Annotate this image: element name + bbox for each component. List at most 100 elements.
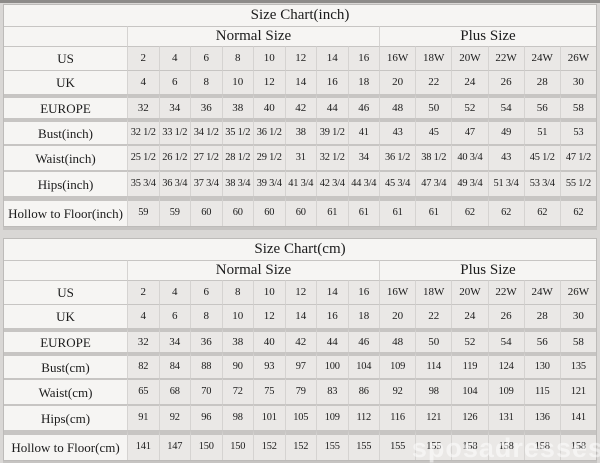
size-cell: 40 [253, 328, 285, 352]
size-cell: 38 [284, 118, 316, 144]
size-cell: 61 [347, 196, 379, 226]
size-cell: 62 [451, 196, 488, 226]
size-cell: 32 [127, 328, 159, 352]
size-cell: 82 [127, 352, 159, 378]
row-label: Waist(cm) [4, 378, 127, 404]
size-cell: 51 [523, 118, 560, 144]
size-cell: 36 [190, 328, 222, 352]
size-cell: 24W [523, 280, 560, 304]
size-cell: 121 [415, 404, 452, 430]
size-cell: 96 [190, 404, 222, 430]
size-cell: 36 3/4 [158, 170, 190, 196]
size-cell: 50 [415, 328, 452, 352]
size-cell: 8 [190, 70, 222, 94]
size-cell: 16 [316, 304, 348, 328]
size-cell: 45 [415, 118, 452, 144]
size-cell: 33 1/2 [158, 118, 190, 144]
size-cell: 105 [284, 404, 316, 430]
size-cell: 60 [284, 196, 316, 226]
size-cell: 158 [487, 430, 524, 460]
size-chart-inch-table: Size Chart(inch) Normal Size Plus Size US 2 4… [3, 4, 597, 227]
size-cell: 41 [347, 118, 379, 144]
size-cell: 115 [523, 378, 560, 404]
size-cell: 24 [451, 304, 488, 328]
row-label: Hips(inch) [4, 170, 127, 196]
size-cell: 53 [559, 118, 596, 144]
size-cell: 2 [127, 46, 159, 70]
size-cell: 62 [523, 196, 560, 226]
size-cell: 40 3/4 [451, 144, 488, 170]
size-cell: 141 [559, 404, 596, 430]
size-cell: 6 [190, 280, 222, 304]
size-cell: 40 [253, 94, 285, 118]
size-cell: 158 [559, 430, 596, 460]
size-cell: 20 [379, 70, 416, 94]
size-cell: 65 [127, 378, 159, 404]
size-cell: 22 [415, 70, 452, 94]
size-cell: 56 [523, 328, 560, 352]
size-cell: 114 [415, 352, 452, 378]
size-cell: 45 3/4 [379, 170, 416, 196]
size-cell: 35 3/4 [127, 170, 159, 196]
corner-cell [4, 260, 127, 280]
size-cell: 62 [487, 196, 524, 226]
group-header-plus-size: Plus Size [379, 260, 596, 280]
size-cell: 131 [487, 404, 524, 430]
size-cell: 10 [221, 70, 253, 94]
size-cell: 28 [523, 304, 560, 328]
size-cell: 32 [127, 94, 159, 118]
size-cell: 38 1/2 [415, 144, 452, 170]
size-cell: 26W [559, 46, 596, 70]
size-cell: 4 [127, 304, 159, 328]
size-cell: 58 [559, 94, 596, 118]
size-cell: 16 [316, 70, 348, 94]
size-cell: 34 [158, 94, 190, 118]
size-cell: 150 [190, 430, 222, 460]
size-cell: 150 [221, 430, 253, 460]
size-cell: 26 [487, 70, 524, 94]
size-cell: 44 3/4 [347, 170, 379, 196]
size-cell: 34 [158, 328, 190, 352]
size-cell: 70 [190, 378, 222, 404]
size-cell: 18 [347, 70, 379, 94]
size-cell: 54 [487, 328, 524, 352]
size-cell: 14 [316, 46, 348, 70]
size-cell: 158 [451, 430, 488, 460]
size-cell: 42 3/4 [316, 170, 348, 196]
size-cell: 12 [284, 280, 316, 304]
size-cell: 93 [253, 352, 285, 378]
size-cell: 28 [523, 70, 560, 94]
row-label: Hollow to Floor(cm) [4, 430, 127, 460]
size-cell: 14 [316, 280, 348, 304]
size-cell: 22W [487, 46, 524, 70]
size-cell: 75 [253, 378, 285, 404]
size-cell: 46 [347, 94, 379, 118]
size-cell: 53 3/4 [523, 170, 560, 196]
top-border-strip [0, 0, 600, 3]
size-cell: 109 [487, 378, 524, 404]
size-cell: 92 [158, 404, 190, 430]
size-cell: 72 [221, 378, 253, 404]
size-cell: 12 [284, 46, 316, 70]
row-label: Waist(inch) [4, 144, 127, 170]
group-header-plus-size: Plus Size [379, 26, 596, 46]
size-cell: 39 1/2 [316, 118, 348, 144]
size-cell: 32 1/2 [127, 118, 159, 144]
size-cell: 112 [347, 404, 379, 430]
row-label: EUROPE [4, 328, 127, 352]
size-cell: 8 [190, 304, 222, 328]
size-cell: 104 [451, 378, 488, 404]
size-cell: 18W [415, 46, 452, 70]
size-cell: 6 [158, 304, 190, 328]
size-cell: 8 [221, 280, 253, 304]
row-label: Hollow to Floor(inch) [4, 196, 127, 226]
size-cell: 44 [316, 94, 348, 118]
size-cell: 48 [379, 328, 416, 352]
size-cell: 91 [127, 404, 159, 430]
size-cell: 22 [415, 304, 452, 328]
size-cell: 30 [559, 304, 596, 328]
size-cell: 121 [559, 378, 596, 404]
size-cell: 38 [221, 328, 253, 352]
size-cell: 20 [379, 304, 416, 328]
size-cell: 100 [316, 352, 348, 378]
